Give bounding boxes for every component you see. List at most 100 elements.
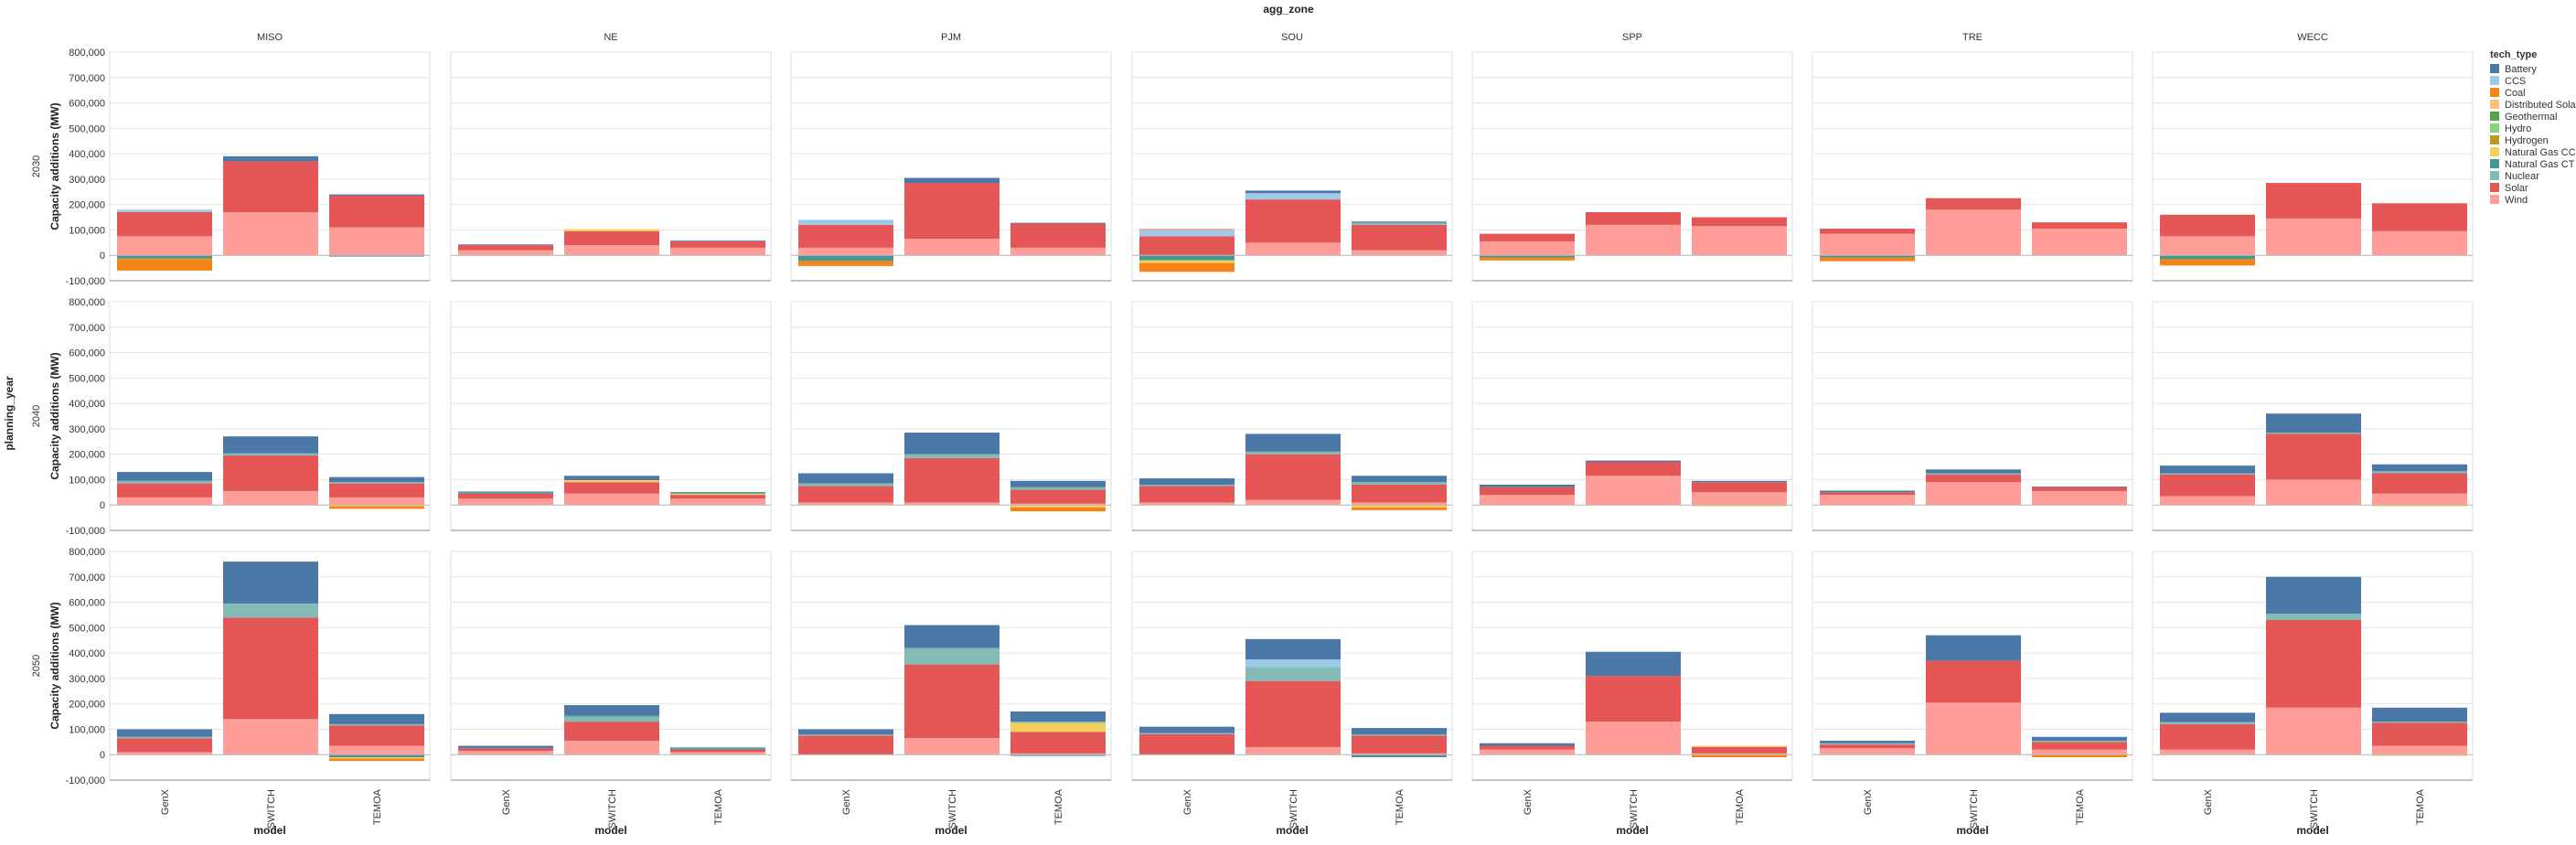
bar-segment-switch-solar (904, 183, 999, 240)
x-tick-label-genx: GenX (160, 788, 171, 815)
bar-segment-temoa-natural-gas-cc (329, 757, 424, 759)
bar-segment-switch-nuclear (223, 453, 318, 456)
bar-segment-temoa-natural-gas-cc (1352, 505, 1447, 508)
legend-swatch-battery (2490, 64, 2499, 73)
bar-segment-genx-battery (798, 729, 893, 734)
y-tick-label: -100,000 (66, 526, 105, 537)
panel-pjm-2030 (790, 51, 1112, 282)
bar-segment-temoa-wind (2372, 493, 2467, 506)
bar-segment-switch-wind (2266, 479, 2361, 506)
y-tick-label: 600,000 (69, 598, 105, 609)
bar-segment-temoa-natural-gas-cc (329, 505, 424, 507)
y-tick-label: -100,000 (66, 775, 105, 786)
y-axis-title: Capacity additions (MW) (48, 602, 61, 729)
bar-segment-genx-coal (117, 259, 212, 271)
bar-segment-genx-solar (1820, 744, 1915, 749)
bar-segment-temoa-natural-gas-ct (1010, 754, 1106, 756)
y-tick-label: 500,000 (69, 623, 105, 634)
bar-segment-temoa-coal (329, 506, 424, 509)
panel-tre-2050 (1812, 551, 2133, 781)
bar-segment-genx-solar (1480, 233, 1575, 241)
x-tick-label-temoa: TEMOA (2075, 788, 2086, 825)
bar-segment-switch-battery (564, 705, 659, 716)
bar-segment-genx-wind (1820, 748, 1915, 755)
bar-segment-genx-solar (2160, 214, 2255, 237)
legend-label-natural-gas-cc: Natural Gas CC (2505, 147, 2576, 158)
bar-segment-temoa-nuclear (1352, 222, 1447, 225)
x-tick-label-switch: SWITCH (1629, 789, 1640, 829)
bar-segment-genx-coal (798, 261, 893, 266)
x-axis-title: model (2296, 824, 2328, 837)
bar-segment-temoa-battery (1352, 476, 1447, 483)
panel-wecc-2050 (2152, 551, 2474, 781)
y-tick-label: 700,000 (69, 73, 105, 84)
bar-segment-genx-coal (1820, 257, 1915, 262)
bar-segment-genx-wind (2160, 496, 2255, 506)
x-tick-label-genx: GenX (2203, 788, 2214, 815)
bar-segment-temoa-solar (1352, 224, 1447, 251)
bar-segment-switch-solar (1586, 676, 1681, 722)
bar-segment-temoa-solar (2032, 222, 2127, 230)
bar-segment-genx-wind (1480, 241, 1575, 256)
bar-segment-genx-battery (798, 473, 893, 484)
bar-segment-genx-natural-gas-ct (458, 492, 553, 494)
legend-label-hydrogen: Hydrogen (2505, 135, 2549, 146)
bar-segment-genx-nuclear (2160, 722, 2255, 724)
bar-segment-temoa-natural-gas-cc (2372, 505, 2467, 507)
bar-segment-temoa-battery (2372, 707, 2467, 722)
panel-miso-2030 (109, 51, 431, 282)
x-axis-title: model (1276, 824, 1308, 837)
bar-segment-genx-solar (1139, 236, 1235, 256)
bar-segment-genx-nuclear (798, 734, 893, 736)
bar-segment-switch-solar (223, 617, 318, 720)
bar-segment-temoa-solar (329, 195, 424, 228)
bar-segment-switch-nuclear (2266, 614, 2361, 620)
y-tick-label: 400,000 (69, 648, 105, 659)
y-tick-label: 200,000 (69, 700, 105, 711)
x-tick-label-temoa: TEMOA (713, 788, 724, 825)
bar-segment-temoa-solar (1692, 217, 1787, 227)
bar-segment-genx-solar (458, 245, 553, 251)
bar-segment-switch-solar (223, 455, 318, 491)
column-label-ne: NE (604, 32, 617, 43)
y-tick-label: 700,000 (69, 572, 105, 583)
bar-segment-temoa-wind (1692, 226, 1787, 256)
y-tick-label: 100,000 (69, 225, 105, 236)
bar-segment-temoa-wind (329, 745, 424, 755)
bar-segment-genx-battery (1820, 740, 1915, 743)
y-tick-label: 300,000 (69, 674, 105, 685)
bar-segment-temoa-solar (1352, 735, 1447, 754)
bar-segment-temoa-natural-gas-ct (670, 492, 765, 494)
bar-segment-temoa-nuclear (1010, 487, 1106, 490)
x-tick-label-switch: SWITCH (607, 789, 618, 829)
panel-wecc-2040 (2152, 301, 2474, 531)
bar-segment-switch-solar (564, 230, 659, 246)
bar-segment-genx-battery (1139, 478, 1235, 485)
bar-segment-genx-battery (1480, 485, 1575, 487)
bar-segment-temoa-natural-gas-ct (329, 754, 424, 757)
bar-segment-temoa-nuclear (1352, 734, 1447, 736)
bar-segment-switch-solar (564, 722, 659, 741)
bar-segment-genx-wind (1820, 495, 1915, 506)
bar-segment-switch-solar (1245, 454, 1341, 500)
bar-segment-genx-solar (798, 735, 893, 755)
bar-segment-temoa-solar (1692, 482, 1787, 493)
bar-segment-genx-natural-gas-ct (1820, 255, 1915, 258)
bar-segment-genx-wind (1820, 233, 1915, 256)
bar-segment-switch-solar (2266, 183, 2361, 219)
x-tick-label-temoa: TEMOA (2415, 788, 2426, 825)
y-tick-label: 300,000 (69, 175, 105, 186)
bar-segment-genx-natural-gas-ct (117, 255, 212, 259)
row-label-2040: 2040 (31, 405, 42, 427)
bar-segment-temoa-wind (329, 497, 424, 506)
bar-segment-switch-natural-gas-cc (564, 480, 659, 483)
bar-segment-genx-solar (458, 493, 553, 499)
bar-segment-temoa-wind (1352, 502, 1447, 506)
y-tick-label: 800,000 (69, 297, 105, 308)
bar-segment-genx-ccs (117, 209, 212, 212)
panel-ne-2030 (450, 51, 772, 282)
y-tick-label: 100,000 (69, 475, 105, 486)
legend-label-ccs: CCS (2505, 76, 2526, 87)
bar-segment-temoa-battery (329, 194, 424, 196)
bar-segment-switch-solar (1586, 212, 1681, 225)
